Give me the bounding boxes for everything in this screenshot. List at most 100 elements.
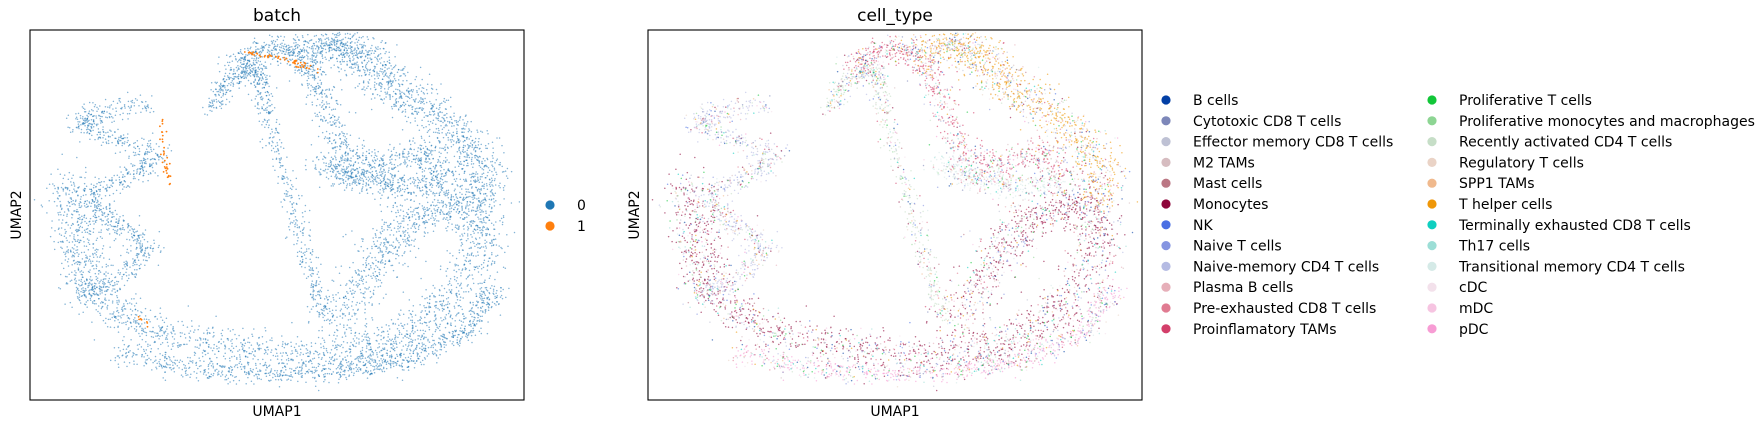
cell-point [491,253,493,256]
cell-point [365,259,367,262]
cell-point [141,236,144,238]
cell-point [238,82,241,84]
cell-point [254,350,256,353]
cell-point [287,357,290,360]
cell-point [312,283,315,286]
cell-point [83,110,86,113]
cell-point [296,352,299,354]
cell-point [80,131,82,134]
cell-point [93,293,95,295]
cell-point [278,123,281,126]
cell-point [87,286,89,289]
cell-point [200,364,202,367]
cell-point [362,159,364,162]
cell-point [488,219,490,222]
cell-point [373,268,376,270]
cell-point [338,272,341,275]
cell-point [420,178,423,181]
cell-point [107,135,110,137]
cell-point [301,84,304,86]
cell-point [77,223,80,226]
cell-point [325,101,328,103]
cell-point [437,307,439,310]
cell-point [320,115,322,117]
cell-point [149,165,151,168]
cell-point [381,165,384,168]
cell-point [133,305,136,307]
cell-point [320,286,323,289]
cell-point [133,228,136,230]
cell-point [135,154,137,156]
cell-point [473,232,475,234]
cell-point [415,155,418,157]
cell-point [214,81,216,84]
cell-point [311,362,313,365]
cell-point [415,218,417,220]
cell-point [305,248,308,250]
cell-point [137,309,139,312]
cell-point [61,262,63,265]
cell-point [98,209,101,212]
cell-point [99,118,101,120]
cell-point [302,258,304,261]
cell-point [236,357,238,359]
cell-point [243,350,245,353]
cell-point [472,220,474,222]
cell-point [255,51,257,53]
cell-point [258,348,260,351]
cell-point [78,313,80,315]
cell-point [316,351,319,354]
cell-point [239,61,242,64]
cell-point [71,217,73,219]
cell-point [270,53,273,55]
cell-point [125,186,128,189]
cell-point [361,275,363,277]
cell-point [296,224,298,226]
cell-point [217,350,220,353]
cell-point [91,279,93,281]
cell-point [450,322,452,324]
cell-point [83,132,85,134]
cell-point [97,200,99,203]
cell-point [340,351,343,354]
cell-point [374,234,377,236]
cell-point [70,279,73,281]
cell-point [67,258,70,260]
cell-point [96,199,99,201]
cell-point [70,198,73,201]
cell-point [100,279,102,281]
cell-point [457,290,460,292]
cell-point [151,132,154,134]
cell-point [211,110,213,112]
cell-point [258,120,261,122]
cell-point [366,256,369,259]
cell-point [151,166,154,169]
cell-point [354,322,356,325]
cell-point [331,356,333,359]
cell-point [397,211,400,214]
cell-point [253,58,255,60]
cell-point [137,253,140,255]
cell-point [342,359,344,361]
cell-point [208,332,211,334]
cell-point [239,75,242,78]
cell-point [438,160,440,162]
cell-point [354,243,356,246]
cell-point [367,163,369,166]
cell-point [271,41,274,44]
cell-point [474,245,476,248]
cell-point [461,213,463,216]
cell-point [308,320,310,323]
cell-point [381,230,384,233]
cell-point [295,177,298,180]
cell-point [138,150,141,153]
cell-point [317,293,319,296]
cell-point [470,289,473,291]
cell-point [388,338,391,340]
cell-point [251,71,254,74]
cell-point [400,309,402,311]
cell-point [121,310,124,312]
cell-point [468,274,471,276]
cell-point [225,68,227,70]
cell-point [139,160,141,162]
